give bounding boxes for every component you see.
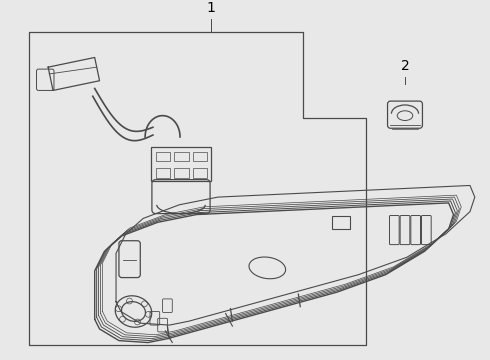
Bar <box>193 152 207 161</box>
Text: 2: 2 <box>401 59 409 73</box>
Bar <box>332 216 350 229</box>
Bar <box>156 152 171 161</box>
Text: 1: 1 <box>207 1 216 15</box>
Bar <box>156 168 171 178</box>
Bar <box>174 152 189 161</box>
Bar <box>193 168 207 178</box>
Bar <box>174 168 189 178</box>
